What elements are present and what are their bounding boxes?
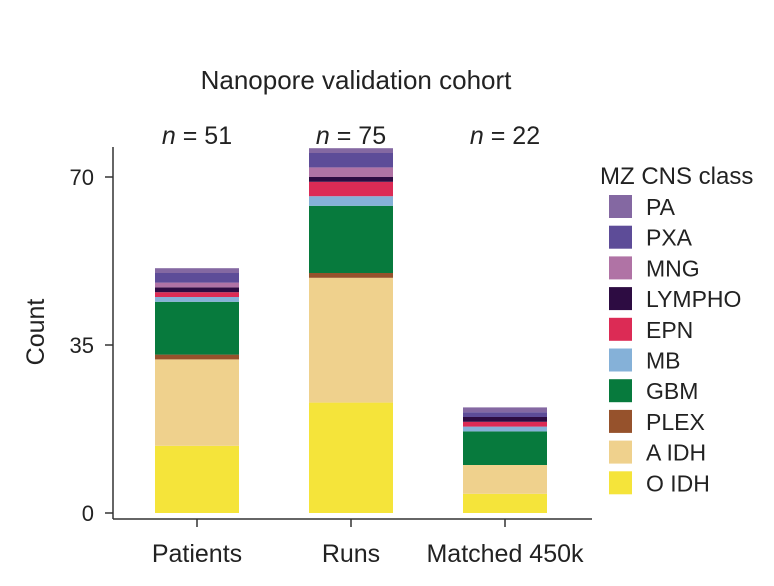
bar-segment-matched-450k-mb	[463, 426, 547, 432]
legend-item-o-idh: O IDH	[609, 470, 710, 496]
legend-title: MZ CNS class	[600, 163, 753, 190]
bar-segment-matched-450k-lympho	[463, 417, 547, 422]
bar-segment-matched-450k-pa	[463, 407, 547, 413]
y-axis: 0 35 70 Count	[22, 147, 114, 526]
legend-label-mb: MB	[646, 348, 681, 374]
bar-segment-runs-mb	[309, 196, 393, 206]
bar-segment-patients-pxa	[155, 273, 239, 283]
bar-segment-patients-mb	[155, 297, 239, 302]
n-label-runs: n = 75	[316, 122, 386, 150]
legend-label-pa: PA	[646, 194, 676, 220]
plot-area	[155, 148, 547, 513]
chart-title: Nanopore validation cohort	[201, 65, 513, 95]
bar-segment-matched-450k-gbm	[463, 431, 547, 465]
y-tick-label-70: 70	[70, 165, 94, 190]
bar-segment-matched-450k-pxa	[463, 412, 547, 417]
legend-swatch-pxa	[609, 225, 632, 249]
bar-segment-runs-a-idh	[309, 277, 393, 403]
bar-segment-patients-o-idh	[155, 445, 239, 513]
bar-segment-runs-o-idh	[309, 402, 393, 513]
bar-segment-matched-450k-a-idh	[463, 465, 547, 494]
legend-swatch-lympho	[609, 287, 632, 311]
legend-items: PA PXA MNG LYMPHO EPN MB GBM PLEX A IDH O IDH	[609, 194, 741, 496]
bar-segment-matched-450k-o-idh	[463, 493, 547, 513]
bar-stack-patients	[155, 268, 239, 513]
x-axis: Patients Runs Matched 450k	[113, 518, 592, 568]
x-tick-label-patients: Patients	[152, 540, 242, 568]
legend-label-o-idh: O IDH	[646, 470, 710, 496]
legend-item-mb: MB	[609, 348, 681, 374]
bar-segment-patients-epn	[155, 292, 239, 297]
legend-swatch-plex	[609, 409, 632, 433]
legend-item-gbm: GBM	[609, 378, 698, 404]
legend-item-epn: EPN	[609, 317, 693, 343]
legend-swatch-mng	[609, 256, 632, 280]
legend-item-a-idh: A IDH	[609, 440, 706, 466]
x-tick-label-matched-450k: Matched 450k	[426, 540, 584, 568]
legend-swatch-a-idh	[609, 440, 632, 464]
y-ticks: 0 35 70	[70, 165, 113, 526]
legend-label-a-idh: A IDH	[646, 440, 706, 466]
y-axis-label: Count	[22, 299, 50, 366]
x-tick-label-runs: Runs	[322, 540, 380, 568]
legend-swatch-o-idh	[609, 471, 632, 495]
legend-swatch-mb	[609, 348, 632, 372]
bar-segment-patients-a-idh	[155, 359, 239, 446]
n-labels: n = 51 n = 75 n = 22	[162, 122, 540, 150]
legend: MZ CNS class PA PXA MNG LYMPHO EPN MB GBM PLEX A…	[600, 163, 753, 496]
y-tick-label-0: 0	[82, 501, 94, 526]
bar-segment-runs-pa	[309, 148, 393, 153]
legend-label-mng: MNG	[646, 255, 700, 281]
legend-swatch-epn	[609, 317, 632, 341]
n-label-matched-450k: n = 22	[470, 122, 540, 150]
legend-label-pxa: PXA	[646, 225, 693, 251]
bar-segment-runs-lympho	[309, 177, 393, 182]
legend-item-plex: PLEX	[609, 409, 705, 435]
legend-item-lympho: LYMPHO	[609, 286, 741, 312]
legend-label-plex: PLEX	[646, 409, 705, 435]
legend-item-pa: PA	[609, 194, 676, 220]
bar-segment-runs-gbm	[309, 205, 393, 273]
legend-item-pxa: PXA	[609, 225, 693, 251]
legend-swatch-pa	[609, 195, 632, 218]
bar-segment-patients-plex	[155, 354, 239, 360]
legend-label-gbm: GBM	[646, 378, 698, 404]
legend-label-epn: EPN	[646, 317, 693, 343]
bar-segment-patients-pa	[155, 268, 239, 273]
bar-segment-runs-pxa	[309, 153, 393, 168]
bar-segment-patients-lympho	[155, 287, 239, 293]
y-tick-label-35: 35	[70, 333, 94, 358]
x-ticks	[196, 519, 506, 527]
bar-stack-runs	[309, 148, 393, 513]
bar-segment-runs-plex	[309, 273, 393, 278]
legend-item-mng: MNG	[609, 255, 700, 281]
legend-swatch-gbm	[609, 379, 632, 403]
bar-segment-patients-mng	[155, 282, 239, 288]
bar-segment-runs-mng	[309, 167, 393, 177]
bar-segment-patients-gbm	[155, 301, 239, 355]
n-label-patients: n = 51	[162, 122, 232, 150]
legend-label-lympho: LYMPHO	[646, 286, 741, 312]
bar-segment-runs-epn	[309, 181, 393, 197]
bar-segment-matched-450k-epn	[463, 421, 547, 427]
bar-stack-matched-450k	[463, 407, 547, 513]
